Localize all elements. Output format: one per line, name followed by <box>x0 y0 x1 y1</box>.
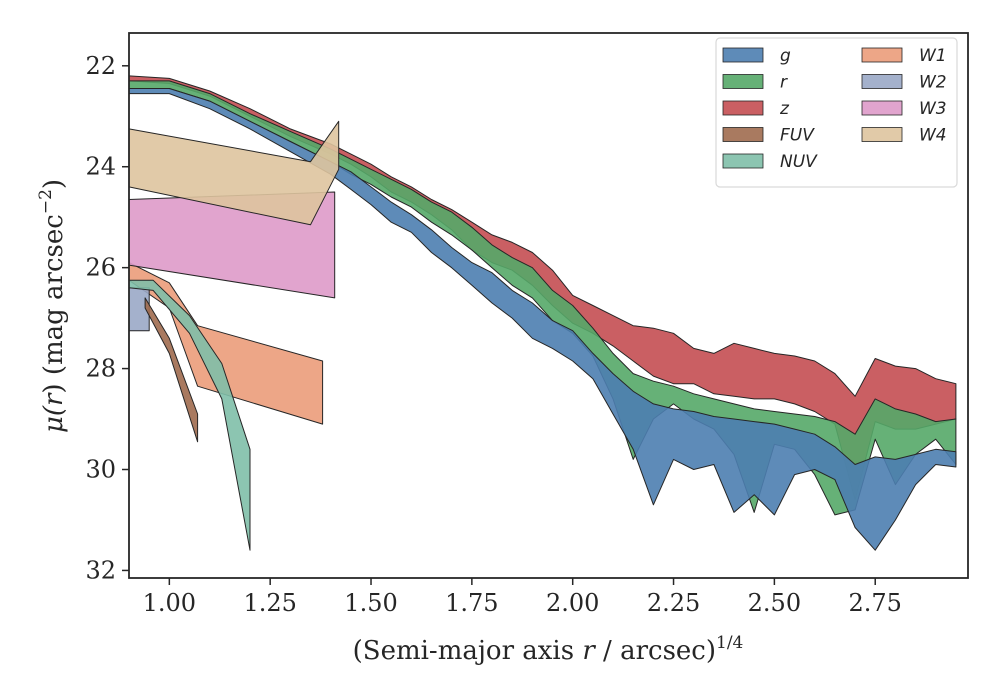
x-tick-label: 1.50 <box>344 589 397 617</box>
y-tick-label: 26 <box>85 254 116 282</box>
band-fuv <box>144 297 199 443</box>
x-tick-label: 2.75 <box>849 589 902 617</box>
legend-swatch-w4 <box>861 127 903 142</box>
x-axis-ticks: 1.00 1.25 1.50 1.75 2.00 2.25 2.50 2.75 <box>143 578 902 617</box>
legend-swatch-w1 <box>861 47 903 63</box>
x-tick-label: 2.25 <box>647 589 700 617</box>
y-axis-label: μ(r) (mag arcsec−2) <box>36 179 69 433</box>
x-axis-label: (Semi-major axis r / arcsec)1/4 <box>353 633 744 666</box>
band-nuv <box>128 279 251 551</box>
y-tick-label: 28 <box>85 355 116 383</box>
legend-swatch-fuv <box>722 127 764 142</box>
legend-swatch-r <box>722 74 764 89</box>
y-tick-label: 24 <box>85 153 116 181</box>
x-tick-label: 1.25 <box>243 589 296 617</box>
legend-swatch-w3 <box>861 100 903 116</box>
legend-label-w2: W2 <box>919 73 947 93</box>
y-tick-label: 30 <box>85 456 116 484</box>
legend-label-w4: W4 <box>919 126 947 146</box>
legend: grz FUV NUV W1 W2 W3 W4 <box>715 37 958 188</box>
legend-swatch-nuv <box>722 153 764 169</box>
x-tick-label: 2.00 <box>546 589 599 617</box>
x-tick-label: 2.50 <box>748 589 801 617</box>
series-bands <box>128 75 957 551</box>
legend-swatch-g <box>722 47 764 63</box>
x-tick-label: 1.00 <box>143 589 196 617</box>
legend-label-r: r <box>780 73 788 93</box>
legend-label-nuv: NUV <box>780 152 818 172</box>
band-g <box>128 88 957 551</box>
legend-label-g: g <box>780 46 791 66</box>
legend-label-z: z <box>779 99 790 119</box>
legend-label-w1: W1 <box>919 46 947 66</box>
legend-label-w3: W3 <box>919 99 947 119</box>
legend-swatch-z <box>722 100 764 116</box>
plot-frame <box>128 32 969 579</box>
y-tick-label: 32 <box>85 556 116 584</box>
legend-swatch-w2 <box>861 74 903 89</box>
y-tick-label: 22 <box>85 52 116 80</box>
x-tick-label: 1.75 <box>445 589 498 617</box>
y-axis-ticks: 22 24 26 28 30 32 <box>85 52 129 584</box>
legend-label-fuv: FUV <box>780 126 815 146</box>
